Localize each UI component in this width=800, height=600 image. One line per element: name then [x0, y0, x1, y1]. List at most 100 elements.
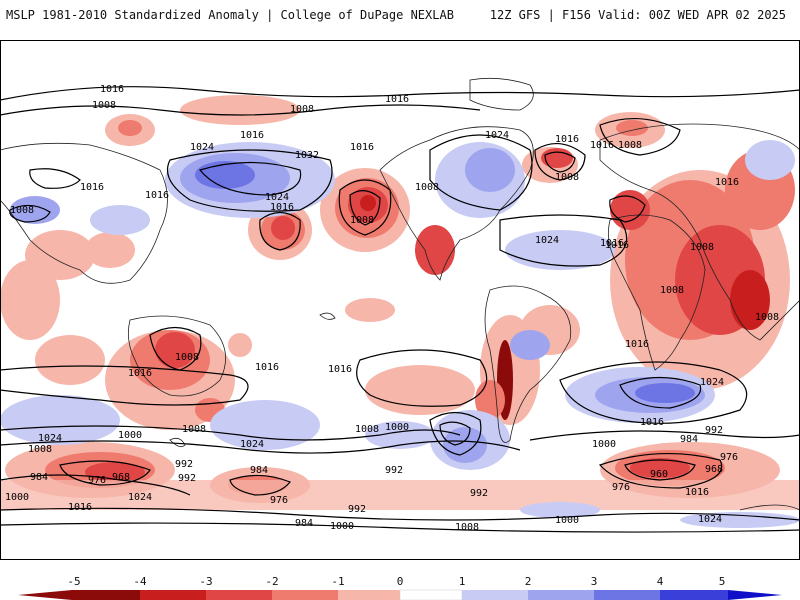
isobar-label: 1008 — [92, 100, 116, 111]
isobar-label: 1016 — [145, 190, 169, 201]
colorbar-segment — [399, 589, 463, 600]
isobar-label: 1000 — [118, 430, 142, 441]
colorbar-segment — [594, 590, 660, 600]
isobar-label: 1016 — [600, 238, 624, 249]
isobar-label: 1008 — [175, 352, 199, 363]
isobar-label: 976 — [88, 475, 106, 486]
isobar-label: 1016 — [68, 502, 92, 513]
isobar-label: 1008 — [660, 285, 684, 296]
isobar-label: 1000 — [330, 521, 354, 532]
isobars — [0, 86, 800, 533]
isobar-label: 1016 — [385, 94, 409, 105]
isobar-label: 1016 — [715, 177, 739, 188]
isobar-label: 1024 — [240, 439, 264, 450]
isobar-label: 1016 — [128, 368, 152, 379]
isobar-label: 1024 — [265, 192, 289, 203]
colorbar-high-arrow — [728, 590, 782, 600]
isobar-label: 1008 — [355, 424, 379, 435]
isobar-label: 992 — [178, 473, 196, 484]
isobar-label: 1016 — [100, 84, 124, 95]
isobar-label: 1008 — [182, 424, 206, 435]
header: MSLP 1981-2010 Standardized Anomaly | Co… — [0, 0, 800, 30]
isobar-label: 1024 — [190, 142, 214, 153]
chart-title: MSLP 1981-2010 Standardized Anomaly | Co… — [6, 8, 454, 22]
colorbar-tick-label: 3 — [591, 575, 598, 588]
negative-anomaly-areas — [0, 140, 800, 528]
isobar-label: 1016 — [80, 182, 104, 193]
isobar-label: 976 — [270, 495, 288, 506]
isobar-label: 1016 — [685, 487, 709, 498]
isobar-label: 1016 — [640, 417, 664, 428]
isobar-label: 960 — [650, 469, 668, 480]
isobar-labels: 1016 1008 1008 1016 1016 1024 1016 1032 … — [5, 84, 779, 533]
positive-anomaly-areas — [0, 95, 800, 510]
isobar-label: 1000 — [555, 515, 579, 526]
colorbar-tick-label: 0 — [397, 575, 404, 588]
colorbar-tick-label: -3 — [199, 575, 212, 588]
isobar-label: 1016 — [555, 134, 579, 145]
isobar-label: 1016 — [590, 140, 614, 151]
isobar-label: 976 — [720, 452, 738, 463]
isobar-label: 1000 — [385, 422, 409, 433]
colorbar-tick-label: 5 — [719, 575, 726, 588]
isobar-label: 1008 — [690, 242, 714, 253]
colorbar-tick-label: -2 — [265, 575, 278, 588]
isobar-label: 984 — [295, 518, 313, 529]
isobar-label: 992 — [175, 459, 193, 470]
isobar-label: 1024 — [535, 235, 559, 246]
colorbar-tick-label: 2 — [525, 575, 532, 588]
isobar-label: 1008 — [618, 140, 642, 151]
isobar-label: 992 — [705, 425, 723, 436]
isobar-label: 984 — [30, 472, 48, 483]
colorbar-segment — [140, 590, 206, 600]
isobar-label: 1016 — [605, 240, 629, 251]
isobar-label: 976 — [612, 482, 630, 493]
colorbar-segment — [338, 590, 400, 600]
colorbar-low-arrow — [18, 590, 72, 600]
isobar-label: 1024 — [698, 514, 722, 525]
isobar-label: 984 — [680, 434, 698, 445]
isobar-label: 1016 — [255, 362, 279, 373]
colorbar: -5 -4 -3 -2 -1 0 1 2 3 4 5 — [18, 575, 782, 600]
isobar-label: 1000 — [5, 492, 29, 503]
isobar-label: 1032 — [295, 150, 319, 161]
anomaly-map: 1016 1008 1008 1016 1016 1024 1016 1032 … — [0, 40, 800, 560]
coastlines — [0, 77, 800, 511]
isobar-label: 968 — [112, 472, 130, 483]
isobar-label: 1024 — [485, 130, 509, 141]
colorbar-tick-label: -4 — [133, 575, 147, 588]
isobar-label: 1008 — [415, 182, 439, 193]
isobar-label: 1008 — [350, 215, 374, 226]
isobar-label: 1008 — [555, 172, 579, 183]
colorbar-segment — [272, 590, 338, 600]
colorbar-segment — [206, 590, 272, 600]
colorbar-tick-label: -1 — [331, 575, 344, 588]
isobar-label: 1008 — [755, 312, 779, 323]
isobar-label: 984 — [250, 465, 268, 476]
colorbar-segment — [72, 590, 140, 600]
colorbar-segment — [660, 590, 728, 600]
isobar-label: 968 — [705, 464, 723, 475]
colorbar-tick-label: 4 — [657, 575, 664, 588]
colorbar-tick-label: -5 — [67, 575, 80, 588]
isobar-label: 1008 — [10, 205, 34, 216]
isobar-label: 1024 — [700, 377, 724, 388]
isobar-label: 1024 — [38, 433, 62, 444]
colorbar-segment — [528, 590, 594, 600]
isobar-label: 992 — [470, 488, 488, 499]
isobar-label: 1008 — [455, 522, 479, 533]
isobar-label: 1024 — [128, 492, 152, 503]
isobar-label: 1000 — [592, 439, 616, 450]
isobar-label: 1016 — [350, 142, 374, 153]
isobar-label: 992 — [385, 465, 403, 476]
valid-time: 12Z GFS | F156 Valid: 00Z WED APR 02 202… — [489, 8, 786, 22]
isobar-label: 1016 — [270, 202, 294, 213]
colorbar-segment — [462, 590, 528, 600]
isobar-label: 1008 — [28, 444, 52, 455]
isobar-label: 1008 — [290, 104, 314, 115]
isobar-label: 1016 — [625, 339, 649, 350]
isobar-label: 1016 — [328, 364, 352, 375]
isobar-label: 1016 — [240, 130, 264, 141]
isobar-label: 992 — [348, 504, 366, 515]
colorbar-tick-label: 1 — [459, 575, 466, 588]
